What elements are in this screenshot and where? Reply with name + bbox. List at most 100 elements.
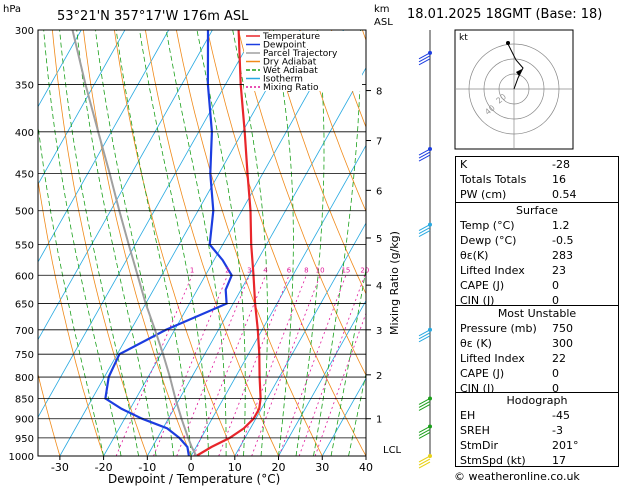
- surface-value: 0: [552, 294, 559, 307]
- surface-value: 1.2: [552, 219, 570, 232]
- isotherm-line: [234, 222, 366, 456]
- surface-label: CIN (J): [460, 294, 495, 307]
- hodograph-value: -45: [552, 409, 570, 422]
- mixing-ratio-line: [298, 275, 366, 456]
- plot-frame: [37, 29, 367, 457]
- surface-label: Lifted Index: [460, 264, 525, 277]
- surface-row: CIN (J) 0: [456, 293, 618, 308]
- hodograph-row: StmDir 201°: [456, 438, 618, 453]
- height-tick-label: 6: [376, 186, 382, 197]
- hodograph-value: -3: [552, 424, 563, 437]
- hodograph-label: SREH: [460, 424, 490, 437]
- wet-adiabat-line: [59, 30, 139, 456]
- x-tick-label: 30: [315, 461, 329, 474]
- wind-barb: [418, 335, 431, 343]
- isotherm-line: [278, 299, 366, 456]
- date-title: 18.01.2025 18GMT (Base: 18): [407, 7, 603, 22]
- asl-unit-label: ASL: [374, 17, 393, 28]
- isotherm-line: [38, 30, 82, 108]
- pressure-tick-label: 350: [15, 81, 34, 92]
- wind-barb: [418, 230, 431, 238]
- mixing-ratio-tick-label: 1: [190, 266, 194, 274]
- surface-row: CAPE (J) 0: [456, 278, 618, 293]
- height-tick-label: 4: [376, 281, 382, 292]
- x-tick-label: 20: [272, 461, 286, 474]
- dry-adiabat-line: [0, 30, 16, 456]
- most-unstable-title: Most Unstable: [497, 307, 577, 320]
- wet-adiabat-line: [272, 30, 294, 456]
- surface-row: Temp (°C) 1.2: [456, 218, 618, 233]
- wind-barb: [418, 461, 431, 469]
- height-tick-label: 8: [376, 87, 382, 98]
- hodograph-table-title: Hodograph: [506, 394, 568, 407]
- hodograph-unit-label: kt: [459, 33, 468, 43]
- surface-value: 283: [552, 249, 573, 262]
- hodograph-row: SREH -3: [456, 423, 618, 438]
- hodograph-label: StmSpd (kt): [460, 454, 526, 467]
- storm-motion-marker: [516, 69, 522, 76]
- surface-row: Dewp (°C) -0.5: [456, 233, 618, 248]
- most-unstable-value: 750: [552, 322, 573, 335]
- isotherm-line: [38, 30, 126, 186]
- x-tick-label: -30: [51, 461, 69, 474]
- surface-row: Lifted Index 23: [456, 263, 618, 278]
- mixing-ratio-tick-label: 10: [316, 266, 325, 274]
- x-axis-label: Dewpoint / Temperature (°C): [108, 472, 280, 486]
- wet-adiabat-line: [295, 30, 325, 456]
- isotherm-line: [38, 30, 257, 419]
- x-tick-label: -20: [95, 461, 113, 474]
- most-unstable-rows: Pressure (mb) 750 θε (K) 300 Lifted Index 22 C…: [456, 321, 618, 396]
- wind-barb: [418, 329, 431, 337]
- isotherm-line: [59, 30, 301, 456]
- pressure-tick-label: 300: [15, 26, 34, 37]
- pw-value: 0.54: [552, 188, 577, 201]
- hodograph-value: 201°: [552, 439, 579, 452]
- isotherm-line: [146, 67, 366, 456]
- legend-entry: Dewpoint: [263, 41, 306, 51]
- wind-barb: [418, 432, 431, 439]
- hodograph-label: EH: [460, 409, 476, 422]
- most-unstable-value: 22: [552, 352, 566, 365]
- pressure-tick-label: 550: [15, 240, 34, 251]
- surface-title: Surface: [516, 204, 558, 217]
- mixing-ratio-line: [278, 275, 347, 456]
- pressure-tick-label: 850: [15, 394, 34, 405]
- hodograph-label: StmDir: [460, 439, 499, 452]
- surface-label: Dewp (°C): [460, 234, 517, 247]
- x-tick-label: 10: [228, 461, 242, 474]
- wind-barb: [418, 148, 431, 156]
- profile-lines: [71, 30, 262, 456]
- wind-barb: [418, 52, 431, 60]
- hodograph-table: Hodograph EH -45 SREH -3 StmDir 201° StmSpd (k…: [455, 392, 619, 467]
- most-unstable-label: Pressure (mb): [460, 322, 537, 335]
- x-tick-label: 0: [188, 461, 195, 474]
- pressure-tick-label: 450: [15, 169, 34, 180]
- dry-adiabat-line: [207, 30, 366, 456]
- height-tick-label: 7: [376, 137, 382, 148]
- mixing-ratio-line: [218, 275, 290, 456]
- mixing-ratio-tick-label: 15: [341, 266, 350, 274]
- dry-adiabat-line: [145, 30, 279, 456]
- mixing-ratio-tick-label: 6: [287, 266, 292, 274]
- most-unstable-row: Lifted Index 22: [456, 351, 618, 366]
- surface-label: Temp (°C): [460, 219, 515, 232]
- height-tick-label: 3: [376, 326, 382, 337]
- wind-barb: [418, 398, 431, 405]
- wind-barb: [418, 55, 431, 63]
- surface-table: Surface Temp (°C) 1.2 Dewp (°C) -0.5 θε(K) 28…: [455, 202, 619, 308]
- hodograph-rows: EH -45 SREH -3 StmDir 201° StmSpd (kt) 17: [456, 408, 618, 468]
- most-unstable-row: CAPE (J) 0: [456, 366, 618, 381]
- k-index-label: K: [460, 158, 468, 171]
- pressure-tick-label: 700: [15, 326, 34, 337]
- height-tick-label: 2: [376, 371, 382, 382]
- hodograph-row: EH -45: [456, 408, 618, 423]
- wind-barb: [418, 227, 431, 235]
- wind-barb: [418, 58, 431, 66]
- pressure-tick-label: 400: [15, 128, 34, 139]
- wind-barb: [418, 429, 431, 436]
- mixing-ratio-tick-label: 8: [304, 266, 308, 274]
- isotherm-line: [321, 377, 366, 456]
